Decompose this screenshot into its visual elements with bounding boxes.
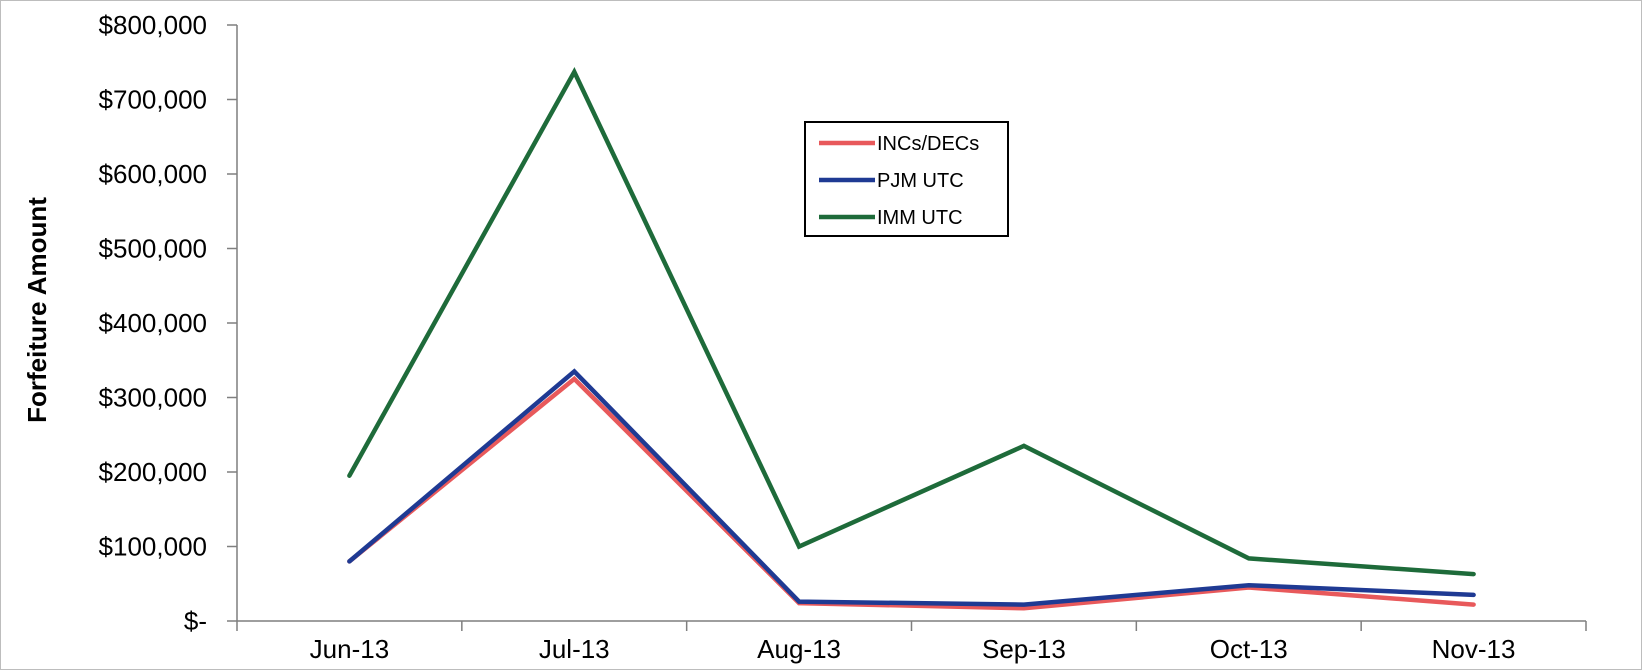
y-tick-label: $200,000 [99, 457, 207, 487]
y-tick-label: $- [184, 606, 207, 636]
y-tick-label: $800,000 [99, 10, 207, 40]
y-tick-label: $100,000 [99, 532, 207, 562]
x-tick-label: Sep-13 [982, 634, 1066, 664]
x-tick-label: Jul-13 [539, 634, 610, 664]
y-axis: $- $100,000 $200,000 $300,000 $400,000 $500,0… [99, 10, 238, 636]
series-line-pjm-utc [347, 368, 1476, 607]
series-line-imm-utc [347, 66, 1476, 577]
y-tick-label: $400,000 [99, 308, 207, 338]
legend-label-imm-utc: IMM UTC [877, 207, 963, 229]
x-tick-label: Oct-13 [1210, 634, 1288, 664]
y-tick-label: $700,000 [99, 85, 207, 115]
x-tick-label: Aug-13 [757, 634, 841, 664]
legend-label-incs-decs: INCs/DECs [877, 133, 979, 155]
y-tick-label: $600,000 [99, 159, 207, 189]
y-tick-label: $300,000 [99, 383, 207, 413]
series-line-incs-decs [347, 375, 1476, 611]
x-tick-label: Jun-13 [310, 634, 390, 664]
legend-label-pjm-utc: PJM UTC [877, 170, 964, 192]
y-tick-label: $500,000 [99, 234, 207, 264]
series-lines [347, 66, 1476, 611]
legend: INCs/DECs PJM UTC IMM UTC [804, 121, 1009, 237]
x-axis: Jun-13 Jul-13 Aug-13 Sep-13 Oct-13 Nov-13 [236, 620, 1587, 664]
y-axis-title: Forfeiture Amount [22, 197, 52, 423]
x-tick-label: Nov-13 [1432, 634, 1516, 664]
